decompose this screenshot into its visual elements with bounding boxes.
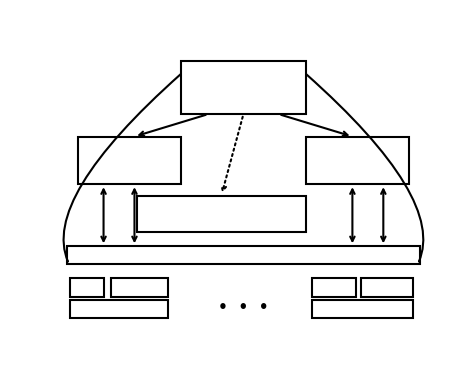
FancyArrowPatch shape [64,74,181,261]
Bar [70,300,168,318]
Bar [70,278,104,297]
Text: •  •  •: • • • [218,300,269,315]
Bar [361,278,413,297]
Bar [181,61,306,114]
Bar [312,278,356,297]
Bar [306,137,409,184]
Bar [137,196,306,232]
Bar [66,246,420,264]
Bar [111,278,168,297]
FancyArrowPatch shape [306,74,423,261]
Bar [312,300,413,318]
Bar [78,137,181,184]
